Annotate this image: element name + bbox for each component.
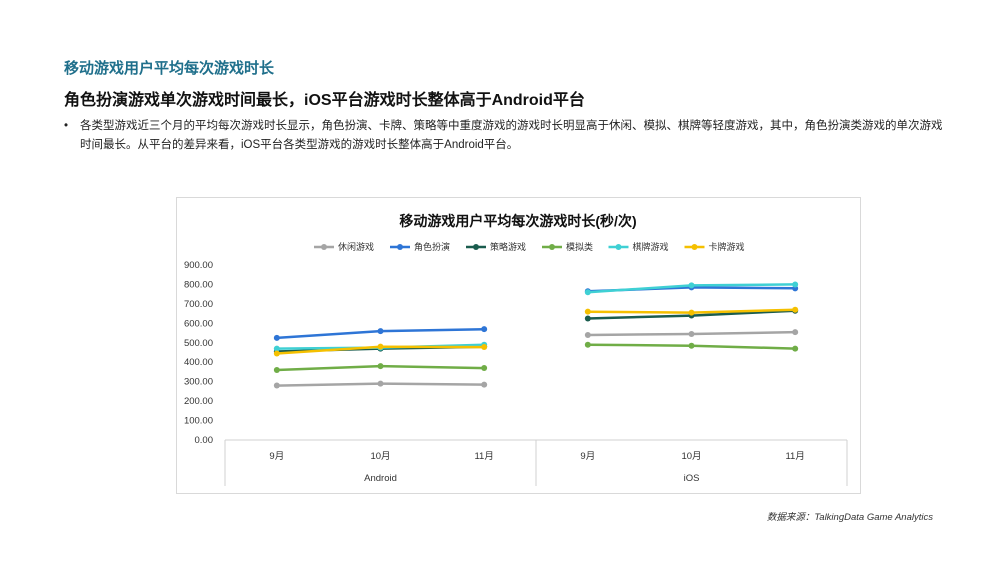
legend-label: 角色扮演 xyxy=(414,241,450,252)
y-tick-label: 800.00 xyxy=(184,279,213,290)
y-tick-label: 300.00 xyxy=(184,377,213,388)
chart-title: 移动游戏用户平均每次游戏时长(秒/次) xyxy=(399,213,636,229)
x-tick-label: 11月 xyxy=(785,451,804,462)
y-tick-label: 0.00 xyxy=(195,435,214,446)
data-point xyxy=(792,345,799,352)
data-point xyxy=(273,345,280,352)
x-tick-label: 11月 xyxy=(474,451,493,462)
data-point xyxy=(792,281,799,288)
x-tick-label: 10月 xyxy=(370,451,390,462)
data-point xyxy=(481,344,488,351)
x-tick-label: 9月 xyxy=(269,451,284,462)
data-point xyxy=(688,342,695,349)
data-source-note: 数据来源：TalkingData Game Analytics xyxy=(766,512,933,523)
bullet-marker: • xyxy=(64,120,69,132)
line-chart: 移动游戏用户平均每次游戏时长(秒/次) 休闲游戏 角色扮演 策略游戏 模拟类 棋牌游戏 卡牌… xyxy=(184,213,848,486)
data-point xyxy=(584,315,591,322)
legend-label: 休闲游戏 xyxy=(338,241,374,252)
bullet-paragraph: • 各类型游戏近三个月的平均每次游戏时长显示，角色扮演、卡牌、策略等中重度游戏的… xyxy=(64,117,944,155)
data-point xyxy=(584,308,591,315)
data-point xyxy=(377,343,384,350)
y-tick-label: 900.00 xyxy=(184,260,213,271)
x-group-label: Android xyxy=(364,473,397,484)
y-tick-label: 200.00 xyxy=(184,396,213,407)
data-point xyxy=(377,363,384,370)
y-tick-label: 600.00 xyxy=(184,318,213,329)
data-point xyxy=(377,328,384,335)
section-title: 移动游戏用户平均每次游戏时长 xyxy=(64,60,275,77)
data-point xyxy=(481,326,488,333)
data-point xyxy=(481,365,488,372)
legend-label: 卡牌游戏 xyxy=(709,241,745,252)
x-group-label: iOS xyxy=(684,473,700,484)
legend-swatch-marker xyxy=(549,244,555,250)
data-point xyxy=(273,367,280,373)
legend-swatch-marker xyxy=(397,244,403,250)
chart-container: 移动游戏用户平均每次游戏时长(秒/次) 休闲游戏 角色扮演 策略游戏 模拟类 棋牌游戏 卡牌… xyxy=(176,197,861,494)
y-tick-label: 400.00 xyxy=(184,357,213,368)
legend-swatch-marker xyxy=(321,244,327,250)
x-tick-label: 9月 xyxy=(580,451,595,462)
data-point xyxy=(688,331,695,338)
data-point xyxy=(273,334,280,341)
legend-swatch-marker xyxy=(615,244,622,250)
data-point xyxy=(377,380,384,387)
data-point xyxy=(688,282,695,289)
bullet-text: 各类型游戏近三个月的平均每次游戏时长显示，角色扮演、卡牌、策略等中重度游戏的游戏… xyxy=(80,120,943,151)
x-tick-label: 10月 xyxy=(681,451,701,462)
legend-swatch-marker xyxy=(473,244,479,250)
data-point xyxy=(688,309,695,316)
legend-swatch-marker xyxy=(691,244,698,250)
data-point xyxy=(584,289,591,296)
data-point xyxy=(481,381,488,388)
data-point xyxy=(584,341,591,348)
y-tick-label: 100.00 xyxy=(184,416,213,427)
data-point xyxy=(792,329,799,336)
y-tick-label: 700.00 xyxy=(184,299,213,310)
data-point xyxy=(584,332,591,338)
data-point xyxy=(273,382,280,389)
legend-label: 棋牌游戏 xyxy=(633,241,669,252)
data-point xyxy=(792,306,799,313)
legend-label: 模拟类 xyxy=(566,241,593,252)
headline: 角色扮演游戏单次游戏时间最长，iOS平台游戏时长整体高于Android平台 xyxy=(64,92,585,109)
legend-label: 策略游戏 xyxy=(490,241,526,252)
y-tick-label: 500.00 xyxy=(184,338,213,349)
data-point xyxy=(273,350,280,357)
